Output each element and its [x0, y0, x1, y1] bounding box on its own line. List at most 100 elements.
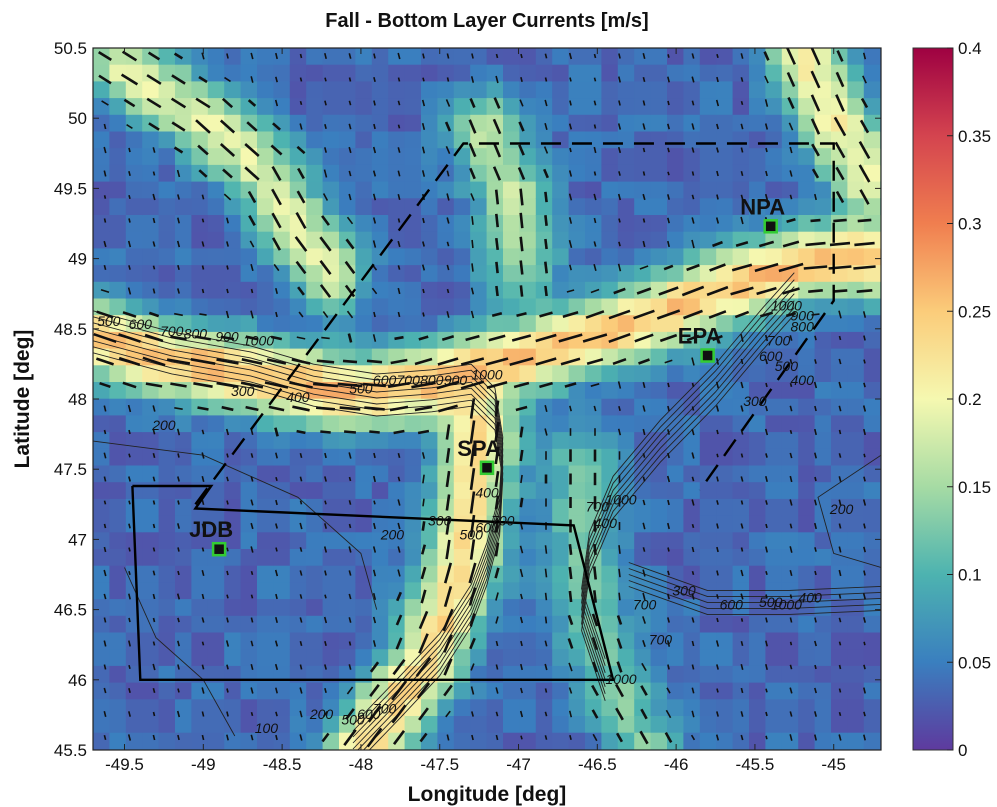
isobath-label: 300	[428, 512, 452, 528]
speed-cell	[831, 549, 848, 567]
speed-cell	[667, 248, 684, 266]
speed-cell	[535, 632, 553, 650]
current-vector	[469, 613, 476, 627]
speed-cell	[404, 348, 422, 366]
current-vector	[174, 407, 183, 410]
speed-cell	[617, 131, 635, 149]
speed-cell	[109, 632, 127, 650]
current-vector	[544, 545, 548, 554]
speed-cell	[847, 632, 865, 650]
current-vector	[152, 288, 156, 294]
speed-cell	[404, 98, 422, 116]
speed-cell	[322, 114, 340, 133]
speed-cell	[306, 615, 324, 634]
speed-cell	[191, 64, 209, 82]
speed-cell	[617, 265, 635, 283]
speed-cell	[388, 649, 406, 667]
current-vector	[863, 335, 866, 341]
speed-cell	[617, 565, 635, 583]
speed-cell	[470, 382, 488, 400]
speed-cell	[175, 398, 192, 416]
isobath-label: 900	[444, 372, 468, 388]
current-vector	[319, 236, 332, 252]
speed-cell	[388, 432, 406, 450]
speed-cell	[519, 582, 537, 600]
speed-cell	[158, 231, 176, 249]
speed-cell	[503, 549, 520, 567]
speed-cell	[158, 599, 176, 617]
speed-cell	[519, 632, 537, 650]
speed-cell	[568, 281, 586, 300]
current-vector	[666, 640, 671, 647]
current-vector	[250, 640, 254, 647]
speed-cell	[847, 565, 865, 583]
study-boxes	[131, 142, 835, 681]
speed-cell	[388, 498, 406, 517]
speed-cell	[863, 131, 881, 149]
current-vector	[617, 428, 622, 436]
speed-cell	[93, 81, 110, 99]
speed-cell	[470, 532, 488, 550]
speed-cell	[798, 148, 816, 166]
current-vector	[468, 587, 477, 606]
current-vector	[443, 658, 453, 676]
speed-cell	[880, 298, 881, 316]
current-vector	[765, 711, 768, 717]
speed-cell	[257, 265, 274, 283]
current-vector	[789, 194, 793, 200]
current-vector	[321, 336, 330, 340]
speed-cell	[535, 148, 553, 166]
current-vector	[372, 640, 377, 647]
current-vector	[152, 476, 156, 482]
speed-cell	[814, 465, 832, 483]
isobath-label: 400	[791, 372, 815, 388]
speed-cell	[371, 532, 389, 550]
speed-cell	[175, 181, 192, 199]
current-vector	[593, 171, 597, 176]
current-vector	[348, 664, 352, 670]
current-vector	[446, 193, 450, 201]
speed-cell	[831, 148, 848, 166]
speed-cell	[716, 649, 734, 667]
speed-cell	[765, 331, 783, 350]
speed-cell	[339, 615, 356, 634]
current-vector	[519, 449, 524, 462]
current-vector	[519, 568, 524, 578]
speed-cell	[371, 48, 389, 66]
speed-cell	[224, 248, 242, 266]
speed-cell	[716, 382, 734, 400]
current-vector	[656, 309, 681, 320]
speed-cell	[732, 665, 750, 684]
current-vector	[226, 500, 229, 505]
speed-cell	[535, 164, 553, 183]
speed-cell	[716, 482, 734, 500]
speed-cell	[585, 398, 602, 416]
speed-cell	[732, 198, 750, 216]
speed-cell	[568, 432, 586, 450]
speed-cell	[306, 549, 324, 567]
speed-cell	[617, 549, 635, 567]
speed-cell	[880, 465, 881, 483]
current-vector	[348, 523, 352, 529]
isobath-line	[93, 316, 504, 732]
speed-cell	[207, 248, 225, 266]
speed-cell	[470, 315, 488, 333]
current-vector	[642, 616, 646, 624]
speed-cell	[814, 265, 832, 283]
current-vector	[642, 76, 646, 83]
speed-cell	[650, 331, 668, 350]
speed-cell	[585, 148, 602, 166]
speed-cell	[453, 181, 471, 199]
current-vector	[275, 476, 278, 482]
current-vector	[520, 735, 523, 740]
current-vector	[471, 239, 474, 249]
x-axis-label: Longitude [deg]	[408, 783, 567, 806]
speed-cell	[847, 682, 865, 700]
current-vector	[366, 727, 383, 748]
speed-cell	[240, 48, 258, 66]
speed-cell	[371, 98, 389, 116]
speed-cell	[404, 498, 422, 517]
current-vector	[312, 382, 339, 388]
current-vector	[422, 241, 425, 247]
speed-cell	[224, 198, 242, 216]
